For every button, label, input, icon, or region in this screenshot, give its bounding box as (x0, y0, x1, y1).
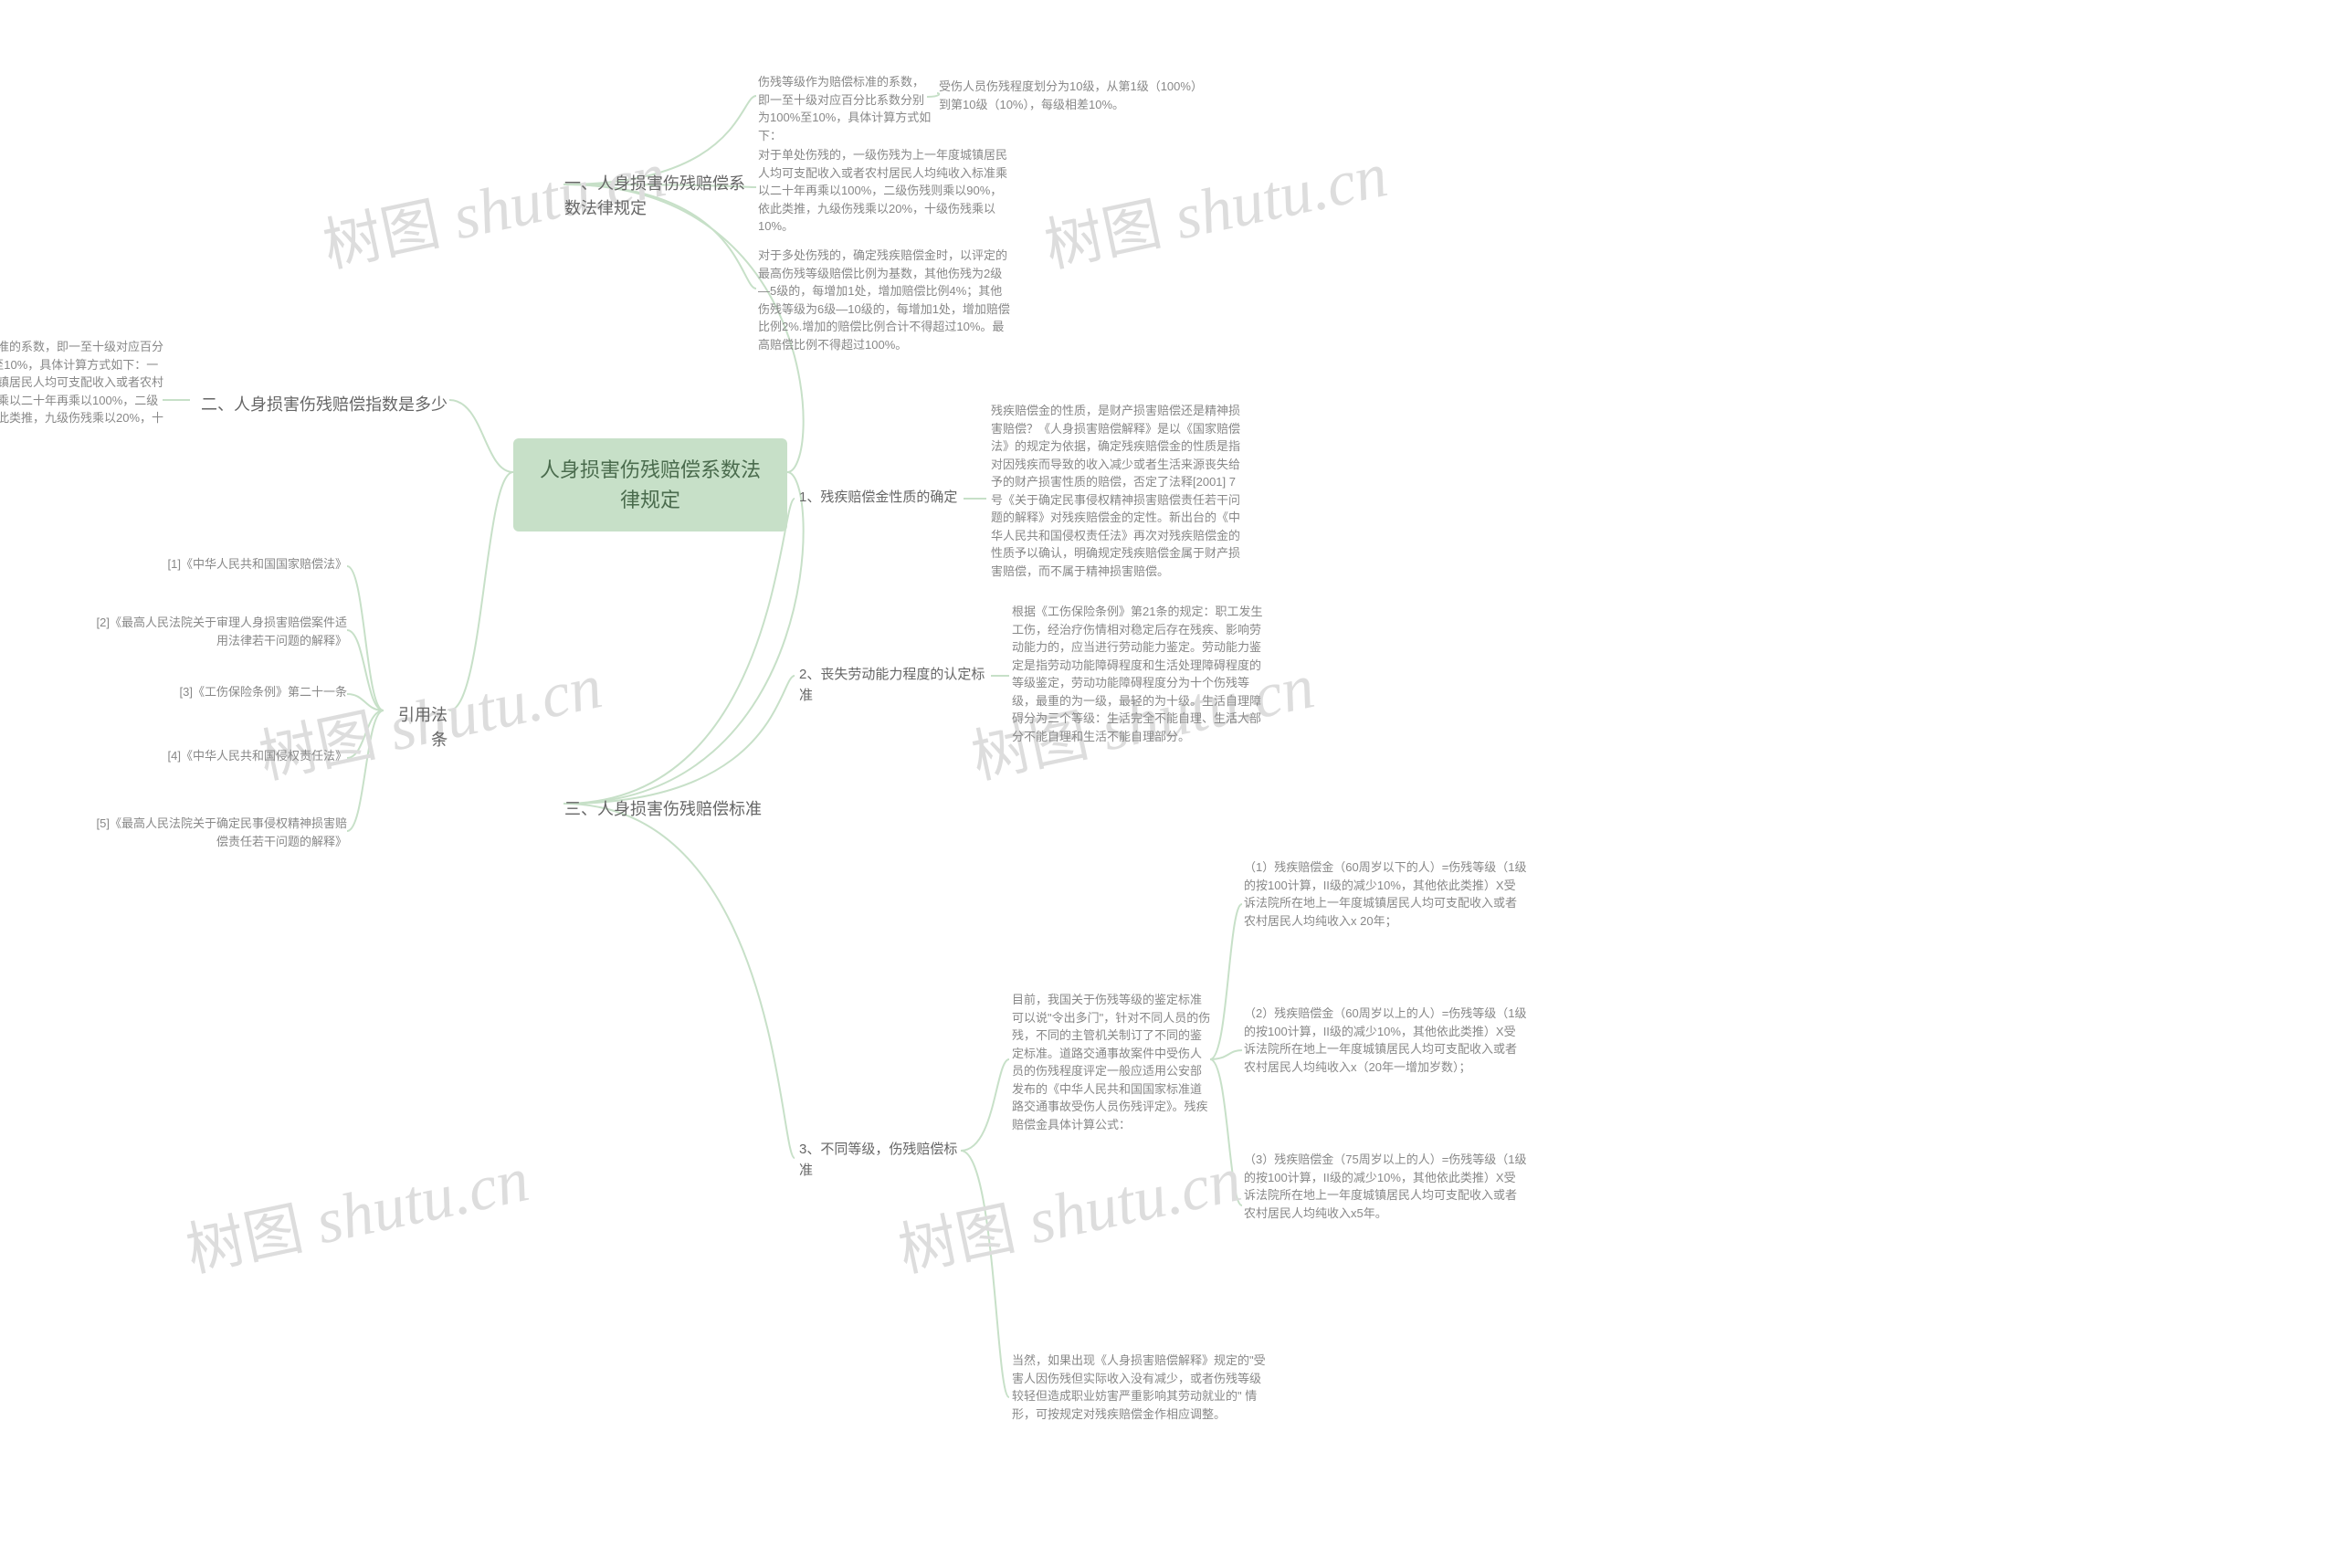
sec1-title[interactable]: 一、人身损害伤残赔偿系数法律规定 (564, 164, 756, 228)
cite-1: [1]《中华人民共和国国家赔偿法》 (119, 555, 347, 574)
mindmap-canvas: 树图 shutu.cn 树图 shutu.cn 树图 shutu.cn 树图 s… (0, 0, 2338, 1568)
cite-2: [2]《最高人民法院关于审理人身损害赔偿案件适用法律若干问题的解释》 (91, 614, 347, 649)
sec3-n3-a3: （3）残疾赔偿金（75周岁以上的人）=伤残等级（1级的按100计算，II级的减少… (1244, 1151, 1527, 1222)
sec1-a: 伤残等级作为赔偿标准的系数，即一至十级对应百分比系数分别为100%至10%，具体… (758, 73, 932, 144)
watermark: 树图 shutu.cn (1037, 129, 1395, 283)
root-text-line2: 律规定 (533, 485, 767, 515)
root-text-line1: 人身损害伤残赔偿系数法 (533, 455, 767, 485)
connectors-svg (0, 0, 2338, 1568)
sec3-n3-title[interactable]: 3、不同等级，伤残赔偿标准 (799, 1140, 964, 1181)
sec3-n3-a1: （1）残疾赔偿金（60周岁以下的人）=伤残等级（1级的按100计算，II级的减少… (1244, 858, 1527, 930)
sec1-a-sub: 受伤人员伤残程度划分为10级，从第1级（100%）到第10级（10%），每级相差… (939, 78, 1213, 113)
sec2-title[interactable]: 二、人身损害伤残赔偿指数是多少 (192, 385, 448, 425)
sec3-n3-b: 当然，如果出现《人身损害赔偿解释》规定的"受害人因伤残但实际收入没有减少，或者伤… (1012, 1352, 1268, 1423)
root-node[interactable]: 人身损害伤残赔偿系数法 律规定 (513, 438, 787, 531)
sec3-n3-a2: （2）残疾赔偿金（60周岁以上的人）=伤残等级（1级的按100计算，II级的减少… (1244, 1005, 1527, 1076)
sec3-n1-title[interactable]: 1、残疾赔偿金性质的确定 (799, 488, 964, 509)
sec3-n2-desc: 根据《工伤保险条例》第21条的规定：职工发生工伤，经治疗伤情相对稳定后存在残疾、… (1012, 603, 1268, 745)
sec1-c: 对于多处伤残的，确定残疾赔偿金时，以评定的最高伤残等级赔偿比例为基数，其他伤残为… (758, 247, 1014, 353)
cites-title[interactable]: 引用法条 (384, 696, 448, 760)
cite-3: [3]《工伤保险条例》第二十一条 (119, 683, 347, 701)
sec2-desc: 伤残等级作为赔偿标准的系数，即一至十级对应百分比系数分别为100%至10%，具体… (0, 338, 164, 445)
cite-4: [4]《中华人民共和国侵权责任法》 (119, 747, 347, 765)
sec3-n1-desc: 残疾赔偿金的性质，是财产损害赔偿还是精神损害赔偿？《人身损害赔偿解释》是以《国家… (991, 402, 1247, 580)
cite-5: [5]《最高人民法院关于确定民事侵权精神损害赔偿责任若干问题的解释》 (91, 815, 347, 850)
sec1-b: 对于单处伤残的，一级伤残为上一年度城镇居民人均可支配收入或者农村居民人均纯收入标… (758, 146, 1014, 236)
sec3-n3-a: 目前，我国关于伤残等级的鉴定标准可以说"令出多门"，针对不同人员的伤残，不同的主… (1012, 991, 1213, 1133)
sec3-title[interactable]: 三、人身损害伤残赔偿标准 (564, 790, 774, 829)
watermark: 树图 shutu.cn (178, 1133, 536, 1288)
sec3-n2-title[interactable]: 2、丧失劳动能力程度的认定标准 (799, 665, 991, 706)
